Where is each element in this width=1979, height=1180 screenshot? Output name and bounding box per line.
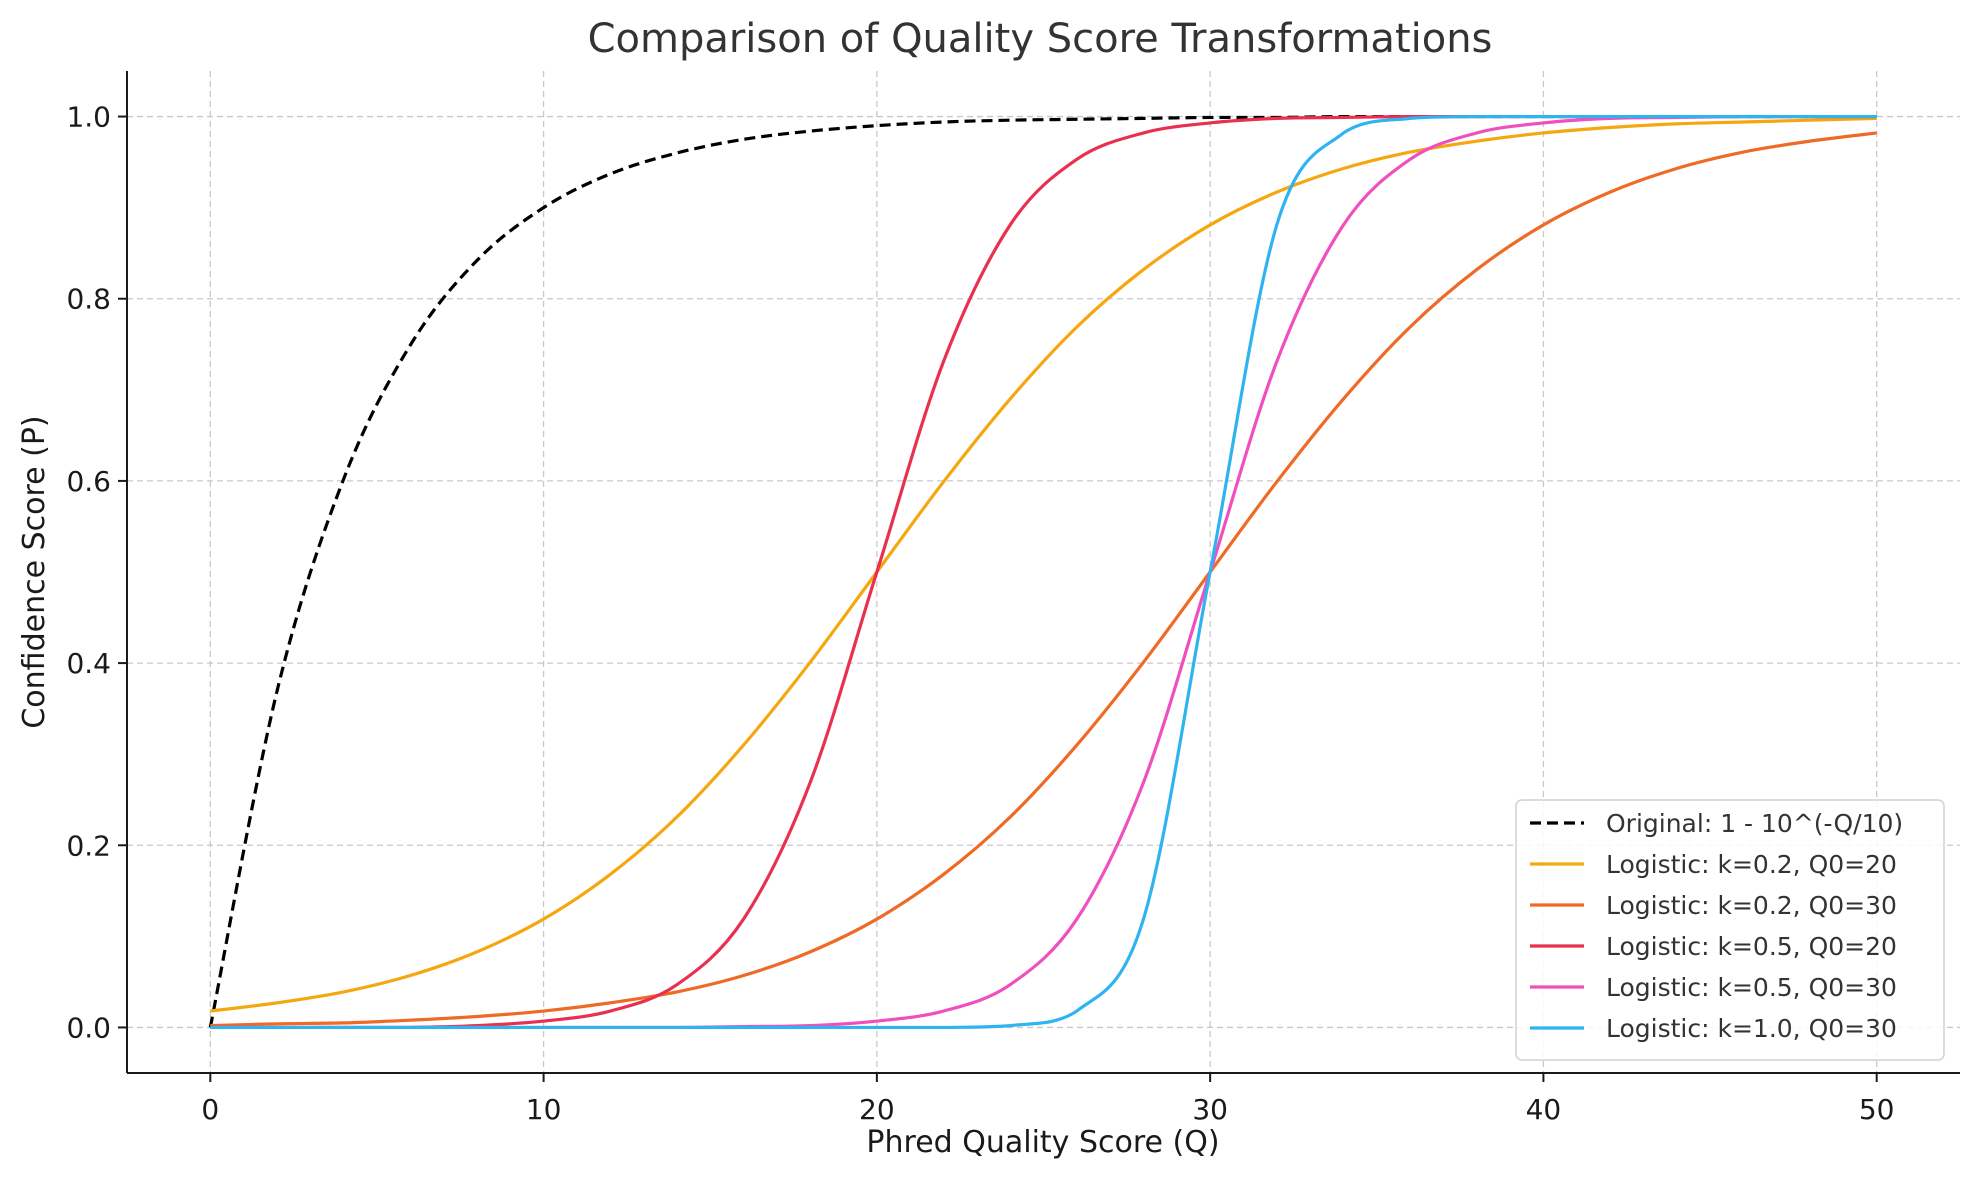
series-line-2 (210, 116, 1877, 1013)
y-tick-label: 0.0 (66, 1011, 111, 1044)
legend-label: Logistic: k=1.0, Q0=30 (1606, 1014, 1897, 1043)
y-tick-label: 0.8 (66, 283, 111, 316)
legend-box (1515, 799, 1945, 1061)
series-line-3 (210, 131, 1877, 1028)
x-tick-label: 40 (1526, 1093, 1562, 1126)
axes (126, 71, 1960, 1074)
legend-label: Logistic: k=0.5, Q0=30 (1606, 973, 1897, 1002)
y-tick-label: 0.4 (66, 647, 111, 680)
legend: Original: 1 - 10^(-Q/10) Logistic: k=0.2,… (1515, 799, 1945, 1061)
x-tick-label: 50 (1859, 1093, 1895, 1126)
legend-label: Logistic: k=0.5, Q0=20 (1606, 932, 1897, 961)
legend-label: Logistic: k=0.2, Q0=20 (1606, 850, 1897, 879)
x-tick-label: 20 (859, 1093, 895, 1126)
y-tick-label: 0.6 (66, 465, 111, 498)
x-tick-label: 10 (526, 1093, 562, 1126)
legend-label: Logistic: k=0.2, Q0=30 (1606, 891, 1897, 920)
y-tick-label: 1.0 (66, 101, 111, 134)
ticks: 0 10 20 30 40 50 0.0 0.2 0.4 0.6 0.8 1.0 (66, 101, 1894, 1126)
y-tick-label: 0.2 (66, 829, 111, 862)
series-line-1 (208, 114, 1877, 1028)
chart-title: Comparison of Quality Score Transformati… (588, 16, 1493, 62)
x-tick-label: 0 (201, 1093, 219, 1126)
x-axis-label: Phred Quality Score (Q) (866, 1125, 1219, 1160)
series-line-6 (210, 114, 1877, 1030)
legend-label: Original: 1 - 10^(-Q/10) (1606, 809, 1903, 838)
y-axis-label: Confidence Score (P) (17, 415, 52, 728)
series-lines (208, 114, 1877, 1030)
x-tick-label: 30 (1192, 1093, 1228, 1126)
